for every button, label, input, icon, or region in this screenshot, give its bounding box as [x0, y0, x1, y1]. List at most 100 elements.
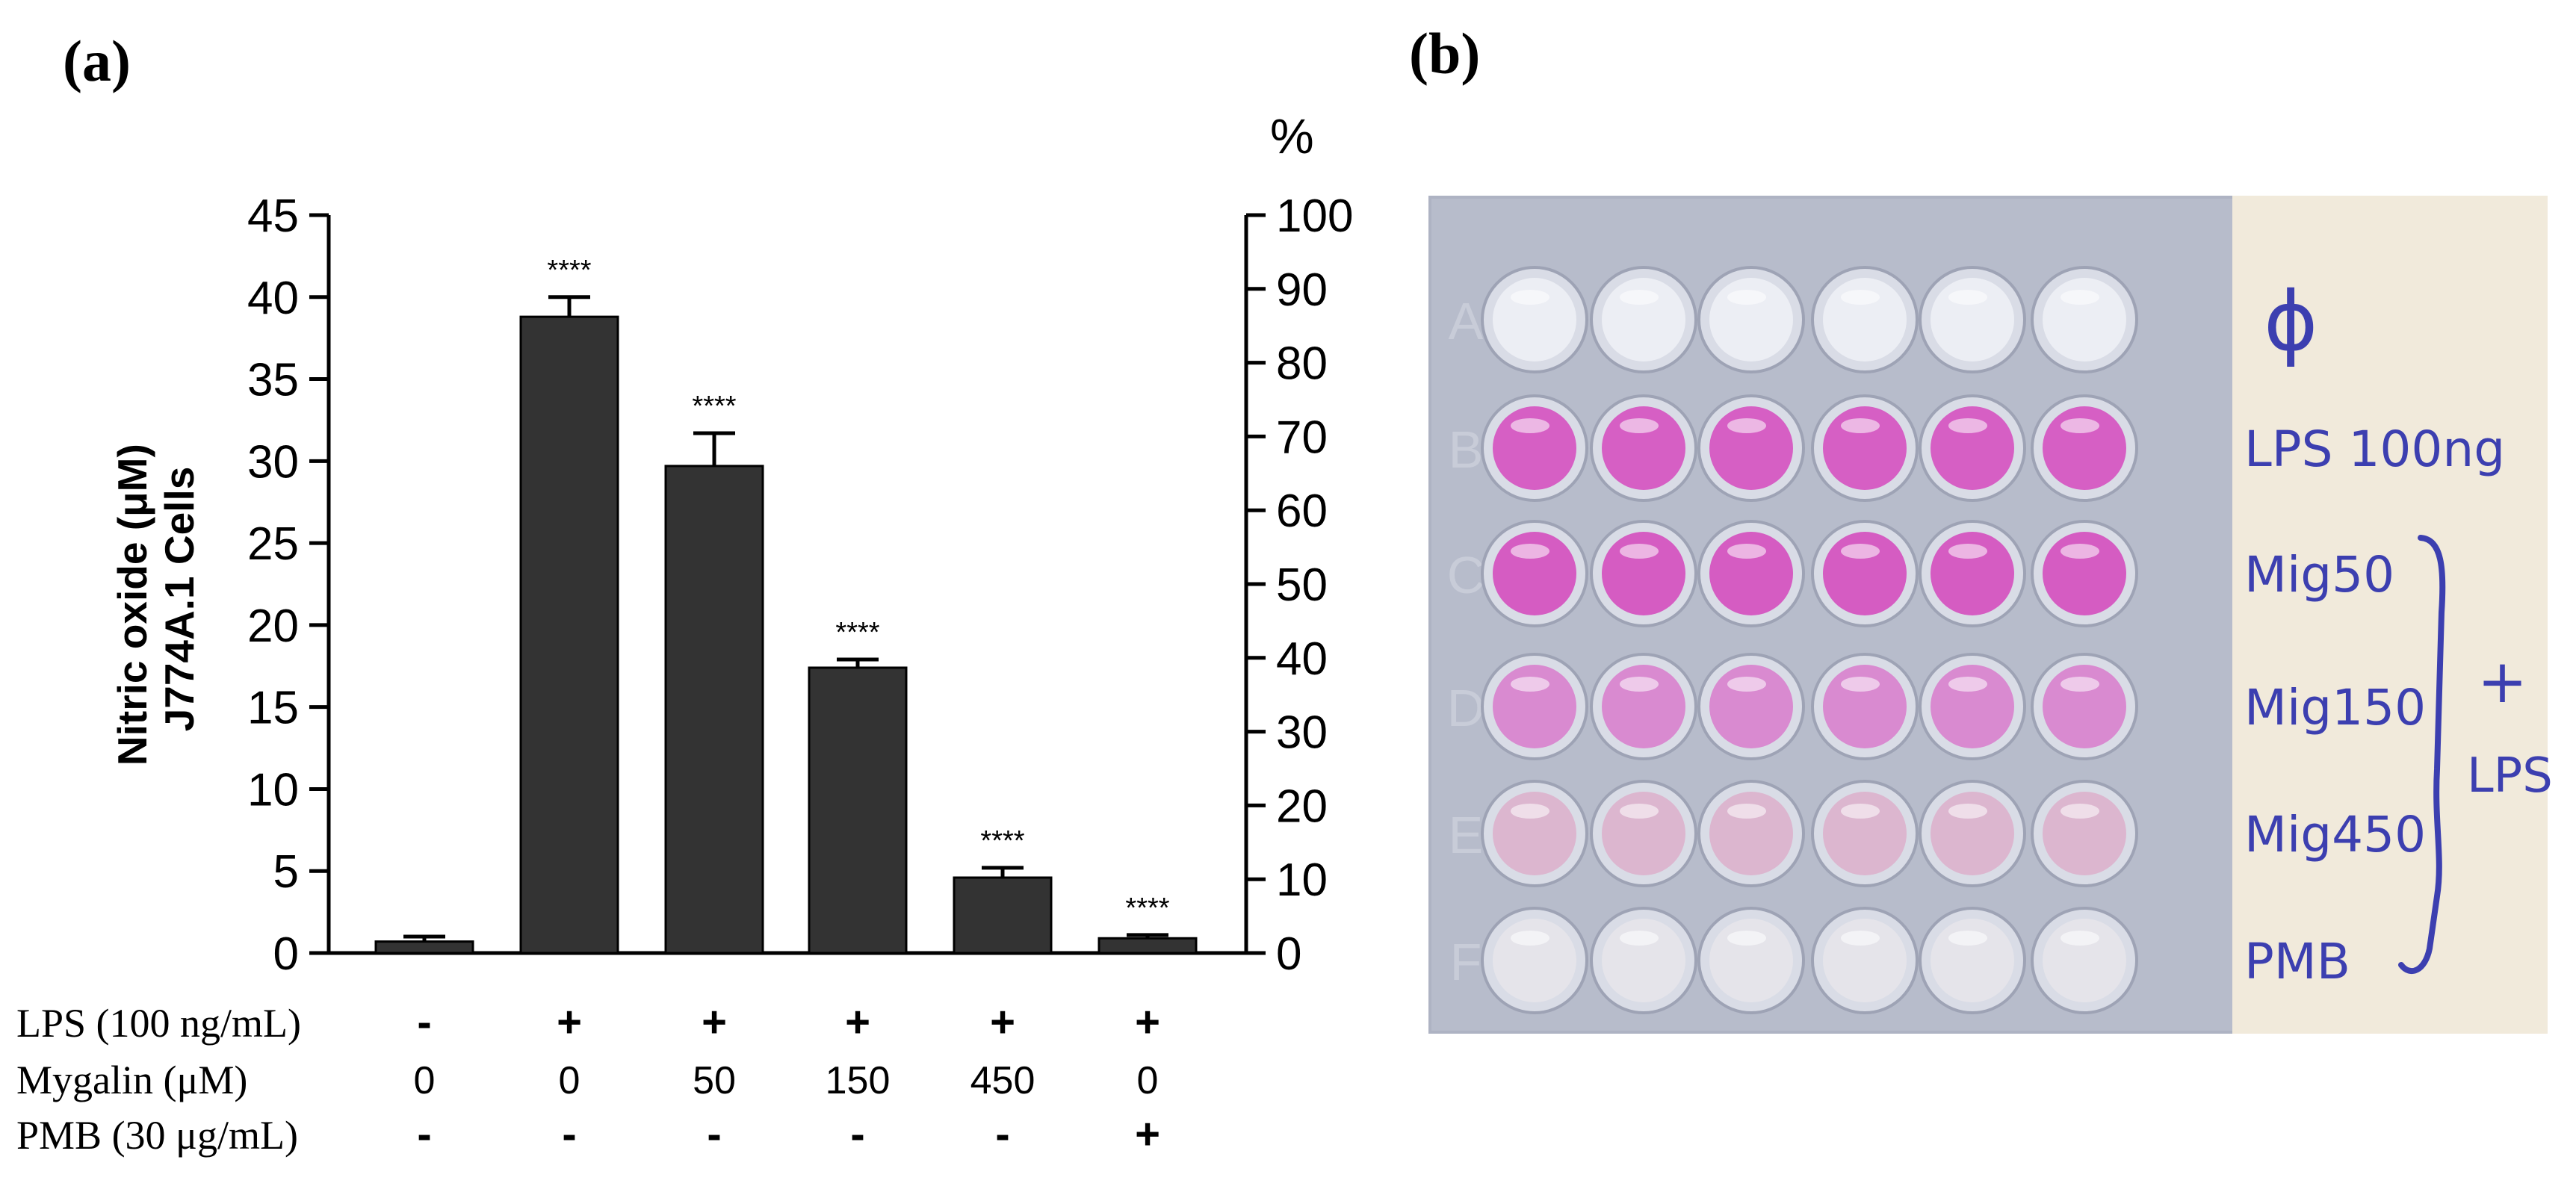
well-highlight — [1511, 804, 1549, 819]
y2-tick-label: 50 — [1276, 559, 1328, 611]
y2-tick-label: 0 — [1276, 928, 1301, 980]
plate-row-label: PMB — [2244, 933, 2350, 990]
bar-chart: 0 5 10 15 20 25 30 35 40 45 0 10 20 30 40 50 60 70 80 90 10… — [109, 108, 1353, 980]
y-tick-label: 25 — [247, 518, 299, 570]
well-highlight — [1727, 544, 1766, 559]
well-highlight — [1948, 544, 1987, 559]
treatment-value: 0 — [414, 1059, 436, 1102]
well-highlight — [1841, 804, 1880, 819]
y2-tick-label: 20 — [1276, 780, 1328, 832]
well-highlight — [1727, 931, 1766, 946]
y2-tick-label: 40 — [1276, 633, 1328, 685]
error-bars — [403, 295, 1168, 942]
well-highlight — [1620, 290, 1659, 305]
label-card — [2232, 196, 2548, 1034]
treatment-value: 0 — [559, 1059, 580, 1102]
bracket — [2398, 535, 2446, 975]
well-highlight — [1727, 677, 1766, 692]
well-highlight — [2061, 418, 2099, 433]
y2-tick-label: 80 — [1276, 338, 1328, 390]
well-highlight — [2061, 677, 2099, 692]
treatment-value: + — [1135, 998, 1160, 1046]
row-letters: A B C D E F — [1447, 292, 1485, 991]
y-tick-label: 45 — [247, 190, 299, 242]
well-highlight — [1727, 804, 1766, 819]
y-tick-label: 40 — [247, 273, 299, 324]
treatment-value: - — [417, 1110, 431, 1158]
well-highlight — [1948, 677, 1987, 692]
row-labels: ϕ LPS 100ng Mig50 Mig150 Mig450 PMB — [2244, 273, 2505, 990]
well-highlight — [1841, 418, 1880, 433]
treatment-label: Mygalin (μM) — [16, 1058, 247, 1102]
treatment-value: + — [990, 998, 1015, 1046]
treatment-value: + — [845, 998, 870, 1046]
bracket-lps: LPS — [2467, 748, 2553, 804]
axes — [309, 213, 1266, 955]
y2-tick-label: 90 — [1276, 264, 1328, 316]
bar — [519, 315, 619, 955]
well-highlight — [1620, 804, 1659, 819]
y-tick-label: 0 — [273, 928, 299, 980]
plate-row-letter: A — [1449, 292, 1484, 350]
plate-row-letter: D — [1447, 679, 1485, 737]
bracket-plus: + — [2477, 647, 2527, 716]
right-y-tick-labels: 0 10 20 30 40 50 60 70 80 90 100 — [1276, 190, 1353, 980]
panel-a-label: (a) — [63, 28, 131, 93]
y2-tick-label: 10 — [1276, 854, 1328, 906]
treatment-value: - — [417, 998, 431, 1046]
well-highlight — [1841, 677, 1880, 692]
y-axis-label: Nitric oxide (μM) J774A.1 Cells — [109, 432, 202, 766]
well-highlight — [1841, 544, 1880, 559]
bar — [374, 940, 474, 955]
bar — [1097, 937, 1198, 955]
well-highlight — [1948, 804, 1987, 819]
plate-row-letter: B — [1449, 420, 1484, 479]
wells — [1481, 266, 2138, 1014]
y-tick-label: 5 — [273, 846, 299, 898]
treatment-table: LPS (100 ng/mL) - + + + + + Mygalin (μM) 0 0 50 150… — [16, 998, 1160, 1158]
y-tick-label: 30 — [247, 436, 299, 488]
well-highlight — [1841, 290, 1880, 305]
plate-row-label: Mig150 — [2244, 679, 2426, 736]
well-highlight — [1841, 931, 1880, 946]
well-highlight — [1620, 677, 1659, 692]
significance-label: **** — [547, 255, 591, 286]
y-tick-label: 20 — [247, 600, 299, 652]
plate-row-letter: F — [1450, 933, 1482, 991]
significance-label: **** — [980, 825, 1024, 857]
panel-b-label: (b) — [1409, 21, 1480, 86]
y-axis-label-line1: Nitric oxide (μM) — [109, 444, 155, 766]
plate-row-letter: C — [1447, 546, 1485, 604]
well-highlight — [1511, 931, 1549, 946]
well-highlight — [1727, 418, 1766, 433]
bar — [808, 666, 908, 955]
bar — [953, 876, 1053, 955]
well-highlight — [1620, 418, 1659, 433]
significance-labels: **** **** **** **** **** — [547, 255, 1169, 924]
well-highlight — [2061, 931, 2099, 946]
treatment-value: 150 — [826, 1059, 891, 1102]
well-highlight — [1511, 677, 1549, 692]
well-highlight — [1511, 290, 1549, 305]
significance-label: **** — [1125, 893, 1169, 924]
treatment-label: PMB (30 μg/mL) — [16, 1113, 298, 1158]
well-highlight — [1727, 290, 1766, 305]
well-highlight — [1948, 931, 1987, 946]
treatment-value: - — [995, 1110, 1009, 1158]
well-highlight — [1620, 931, 1659, 946]
treatment-value: 0 — [1137, 1059, 1159, 1102]
well-highlight — [1511, 544, 1549, 559]
well-highlight — [1620, 544, 1659, 559]
treatment-value: - — [850, 1110, 864, 1158]
plate-row-letter: E — [1449, 806, 1484, 864]
y2-tick-label: 70 — [1276, 412, 1328, 463]
plate-row-label: LPS 100ng — [2244, 420, 2505, 478]
y2-tick-label: 100 — [1276, 190, 1353, 242]
y2-tick-label: 30 — [1276, 707, 1328, 759]
bars — [374, 315, 1198, 955]
plate-row-label: ϕ — [2264, 273, 2318, 369]
well-highlight — [1948, 418, 1987, 433]
well-highlight — [2061, 804, 2099, 819]
treatment-value: + — [1135, 1110, 1160, 1158]
